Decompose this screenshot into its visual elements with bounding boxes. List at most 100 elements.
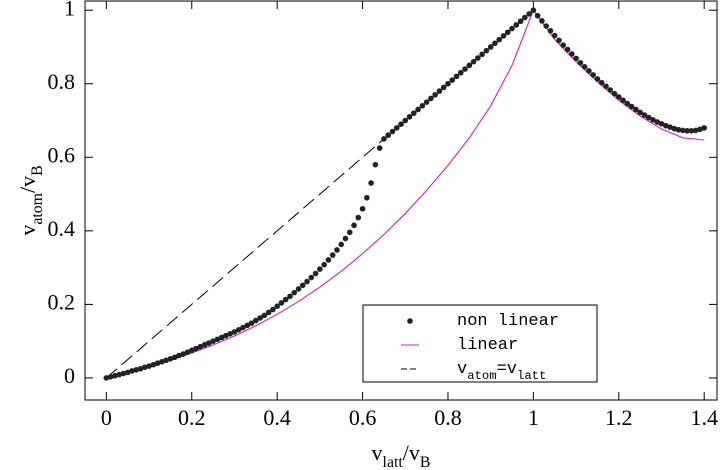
dot xyxy=(522,14,528,21)
legend-label: linear xyxy=(457,336,518,355)
dot xyxy=(577,59,584,66)
dot xyxy=(265,309,272,316)
dot xyxy=(368,180,374,186)
dot xyxy=(415,106,421,113)
dot xyxy=(628,103,635,110)
dot xyxy=(475,55,481,61)
dot xyxy=(393,125,400,131)
dot xyxy=(282,296,289,303)
y-tick-label: 0.6 xyxy=(48,142,76,167)
dot xyxy=(680,127,686,134)
dot xyxy=(133,367,140,373)
dot xyxy=(227,331,233,337)
label-part: atom xyxy=(29,192,46,224)
dot xyxy=(675,126,682,133)
dot xyxy=(492,40,498,47)
dot xyxy=(124,369,131,376)
dot xyxy=(615,94,622,100)
dot xyxy=(248,320,255,326)
dot xyxy=(398,121,404,127)
x-tick-label: 0.4 xyxy=(263,405,291,430)
dot xyxy=(103,375,110,381)
dot xyxy=(107,374,114,380)
dot xyxy=(253,317,259,324)
dot xyxy=(645,114,652,121)
dot xyxy=(372,161,379,168)
dot xyxy=(462,66,468,72)
dot xyxy=(244,322,251,329)
y-tick-label: 0.8 xyxy=(48,69,76,94)
dot xyxy=(389,128,396,135)
dot xyxy=(193,345,199,352)
dot xyxy=(658,121,665,127)
dot xyxy=(504,29,511,36)
dot xyxy=(633,106,639,113)
label-part: B xyxy=(420,454,431,470)
dot xyxy=(299,282,306,289)
dot xyxy=(180,351,187,357)
plot-area xyxy=(103,7,707,381)
x-axis-label: vlatt/vB xyxy=(372,440,431,470)
dot xyxy=(692,127,699,134)
x-tick-label: 0.8 xyxy=(434,405,462,430)
dot xyxy=(218,334,225,341)
dot xyxy=(688,128,695,134)
dot xyxy=(483,47,490,54)
dot xyxy=(141,364,148,371)
dot xyxy=(278,300,285,306)
dot xyxy=(479,51,485,58)
dot xyxy=(188,347,195,354)
dot xyxy=(364,194,370,201)
y-tick-label: 0.2 xyxy=(48,289,76,314)
dot xyxy=(235,326,242,333)
dot xyxy=(176,352,182,359)
dot xyxy=(184,349,191,355)
dot xyxy=(329,252,336,258)
dot xyxy=(453,73,460,80)
dot xyxy=(586,68,592,74)
dot xyxy=(534,12,541,19)
dot xyxy=(513,22,520,28)
y-tick-label: 0.4 xyxy=(48,216,76,241)
dot xyxy=(355,214,362,221)
dot xyxy=(654,119,661,125)
dot xyxy=(167,356,174,362)
legend-marker xyxy=(407,318,413,324)
dot xyxy=(569,51,575,57)
dot xyxy=(662,122,669,129)
dot xyxy=(261,312,268,319)
label-part: latt xyxy=(383,454,404,470)
dot xyxy=(449,77,456,83)
dot xyxy=(411,110,417,116)
dot xyxy=(487,44,494,50)
dot xyxy=(240,324,246,331)
label-part: latt xyxy=(517,369,546,383)
legend-label: non linear xyxy=(457,312,559,331)
label-part: B xyxy=(29,165,46,176)
dot xyxy=(500,33,507,39)
dot xyxy=(607,87,614,93)
dot xyxy=(116,371,122,378)
dot xyxy=(432,91,438,98)
dot xyxy=(526,11,532,17)
label-part: atom xyxy=(467,369,496,383)
dot xyxy=(590,72,596,78)
x-tick-label: 1.4 xyxy=(690,405,718,430)
dot xyxy=(385,132,391,139)
dot xyxy=(406,114,413,120)
dot xyxy=(159,358,165,365)
dot xyxy=(154,360,161,367)
dot xyxy=(428,95,434,102)
dot xyxy=(547,27,554,34)
dot xyxy=(620,97,626,104)
plot-frame xyxy=(84,0,718,401)
dot xyxy=(457,69,464,76)
dot xyxy=(137,365,144,372)
label-part: =v xyxy=(497,360,517,379)
dot xyxy=(560,42,567,48)
label-part: /v xyxy=(403,440,420,465)
label-part: linear xyxy=(457,336,518,355)
dot xyxy=(351,222,357,229)
dot xyxy=(129,368,135,374)
x-tick-label: 0 xyxy=(101,405,112,430)
